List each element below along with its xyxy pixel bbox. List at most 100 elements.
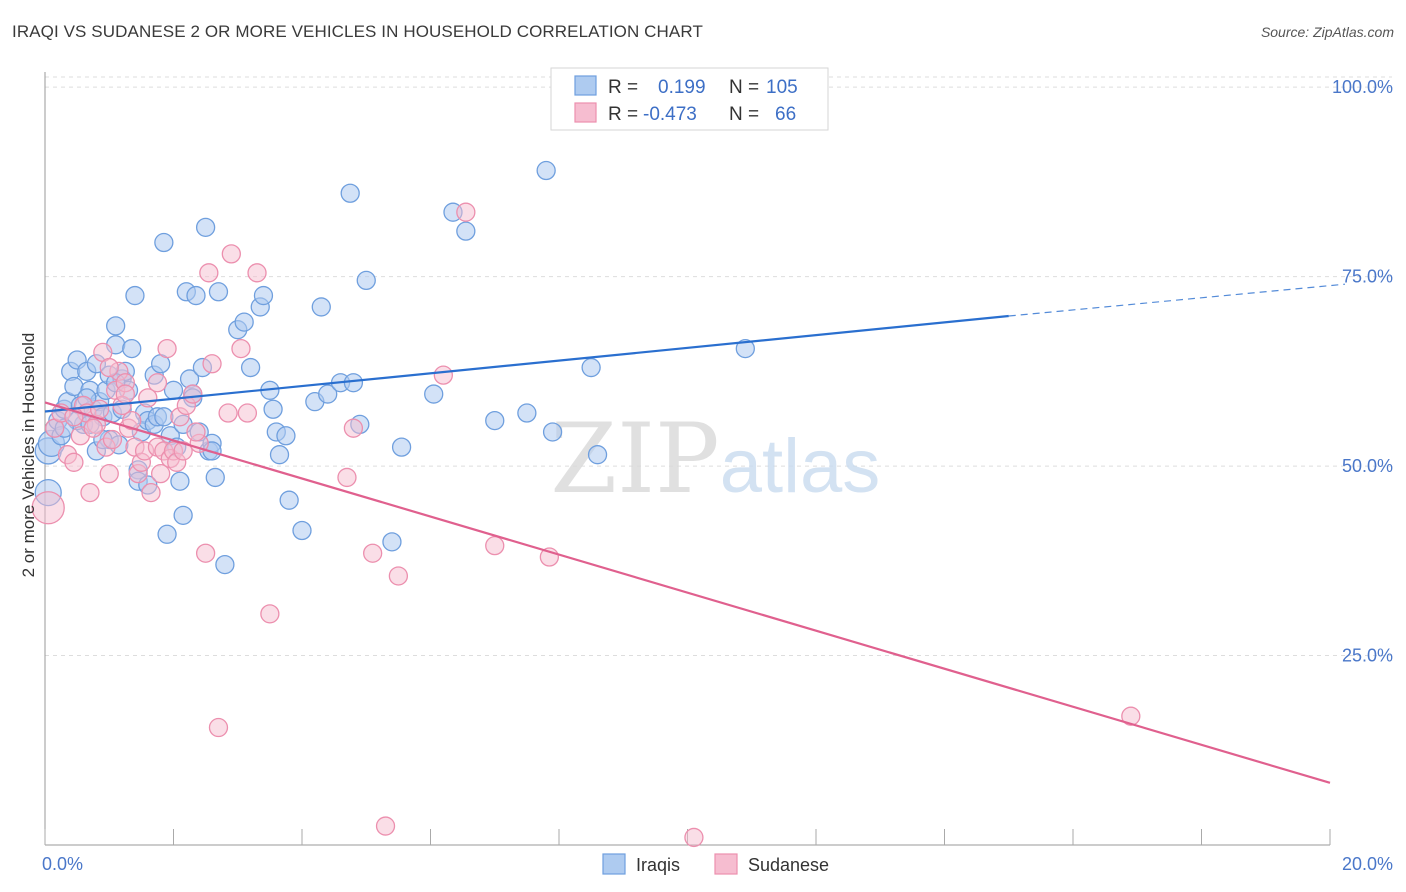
point-sudanese xyxy=(183,384,203,404)
point-iraqis xyxy=(536,160,556,181)
point-iraqis xyxy=(215,554,235,575)
point-iraqis xyxy=(276,426,296,446)
point-sudanese xyxy=(231,338,251,359)
chart-title: IRAQI VS SUDANESE 2 OR MORE VEHICLES IN … xyxy=(12,22,703,41)
trend-line-sudanese xyxy=(44,401,1331,784)
point-sudanese xyxy=(202,354,222,374)
point-iraqis xyxy=(240,357,261,378)
point-sudanese xyxy=(221,244,241,264)
point-sudanese xyxy=(122,410,142,431)
point-iraqis xyxy=(456,221,476,241)
legend-swatch-sudanese xyxy=(574,102,597,123)
point-iraqis xyxy=(318,384,338,404)
watermark: ZIP atlas xyxy=(550,403,880,515)
chart-source: Source: ZipAtlas.com xyxy=(1260,24,1394,40)
bottom-legend-swatch-iraqis xyxy=(602,853,626,875)
tick-labels: 25.0% 50.0% 75.0% 100.0% 0.0% 20.0% xyxy=(42,77,1393,874)
point-iraqis xyxy=(173,505,193,525)
y-tick-label: 50.0% xyxy=(1342,456,1393,476)
x-tick-label-max: 20.0% xyxy=(1342,854,1393,874)
point-iraqis xyxy=(292,520,312,541)
point-sudanese xyxy=(343,418,364,438)
point-sudanese xyxy=(115,384,135,404)
y-tick-label: 25.0% xyxy=(1342,646,1393,666)
point-iraqis xyxy=(735,338,755,359)
legend-r-value-iraqis: 0.199 xyxy=(658,77,706,98)
point-sudanese xyxy=(237,403,258,423)
point-iraqis xyxy=(279,490,299,510)
point-sudanese xyxy=(684,827,704,848)
y-axis-label: 2 or more Vehicles in Household xyxy=(19,333,38,578)
point-sudanese xyxy=(89,399,110,419)
point-iraqis xyxy=(269,445,290,465)
point-sudanese xyxy=(141,482,161,503)
point-sudanese xyxy=(186,422,206,442)
trend-line-iraqis-extension xyxy=(1008,283,1346,317)
point-iraqis xyxy=(154,232,174,253)
point-iraqis xyxy=(205,467,225,488)
point-sudanese xyxy=(64,452,84,472)
point-iraqis xyxy=(587,445,608,465)
point-iraqis xyxy=(311,297,331,317)
point-iraqis xyxy=(581,357,601,378)
bottom-legend-label-sudanese: Sudanese xyxy=(748,855,829,875)
point-iraqis xyxy=(208,282,229,302)
point-iraqis xyxy=(154,407,174,427)
point-iraqis xyxy=(343,373,364,393)
point-iraqis xyxy=(517,403,537,423)
point-sudanese xyxy=(260,604,280,624)
point-sudanese xyxy=(485,536,505,556)
watermark-atlas: atlas xyxy=(720,424,881,509)
watermark-zip: ZIP xyxy=(550,403,719,515)
point-sudanese xyxy=(83,418,103,438)
legend-n-label-iraqis: N = xyxy=(729,77,759,98)
point-iraqis xyxy=(382,532,402,552)
point-sudanese xyxy=(195,543,216,563)
point-sudanese xyxy=(208,717,229,738)
point-iraqis xyxy=(122,338,142,359)
trend-line-iraqis xyxy=(44,314,1009,413)
point-iraqis xyxy=(424,384,444,404)
point-iraqis xyxy=(340,183,360,203)
point-sudanese xyxy=(99,357,119,378)
point-sudanese xyxy=(363,543,383,563)
bottom-legend-swatch-sudanese xyxy=(714,853,738,875)
point-iraqis xyxy=(157,524,177,544)
point-sudanese xyxy=(147,373,168,393)
point-sudanese xyxy=(337,467,357,488)
point-iraqis xyxy=(125,285,145,306)
x-tick-label-min: 0.0% xyxy=(42,854,83,874)
point-sudanese xyxy=(1121,706,1141,726)
point-iraqis xyxy=(263,399,283,419)
point-iraqis xyxy=(485,410,505,431)
point-sudanese xyxy=(102,429,123,450)
point-iraqis xyxy=(163,380,184,400)
y-tick-label: 100.0% xyxy=(1332,77,1393,97)
point-iraqis xyxy=(542,422,563,442)
legend-r-value-sudanese: -0.473 xyxy=(643,104,697,125)
trend-lines xyxy=(44,283,1346,784)
point-sudanese xyxy=(247,263,267,283)
point-iraqis xyxy=(253,285,274,306)
point-sudanese xyxy=(388,566,409,586)
point-sudanese xyxy=(31,491,65,525)
bottom-legend-label-iraqis: Iraqis xyxy=(636,855,680,875)
legend-r-label-iraqis: R = xyxy=(608,77,638,98)
point-iraqis xyxy=(195,217,216,238)
point-sudanese xyxy=(173,441,193,461)
y-tick-label: 75.0% xyxy=(1342,267,1393,287)
point-sudanese xyxy=(150,464,171,484)
point-sudanese xyxy=(375,816,396,836)
legend-n-label-sudanese: N = xyxy=(729,104,759,125)
point-sudanese xyxy=(80,482,100,503)
point-sudanese xyxy=(199,263,219,283)
point-iraqis xyxy=(391,437,412,457)
point-iraqis xyxy=(170,471,190,491)
legend-n-value-iraqis: 105 xyxy=(766,77,798,98)
point-iraqis xyxy=(186,285,206,306)
point-sudanese xyxy=(99,464,119,484)
point-iraqis xyxy=(106,316,126,336)
bottom-legend: Iraqis Sudanese xyxy=(602,853,829,875)
point-iraqis xyxy=(356,270,376,291)
